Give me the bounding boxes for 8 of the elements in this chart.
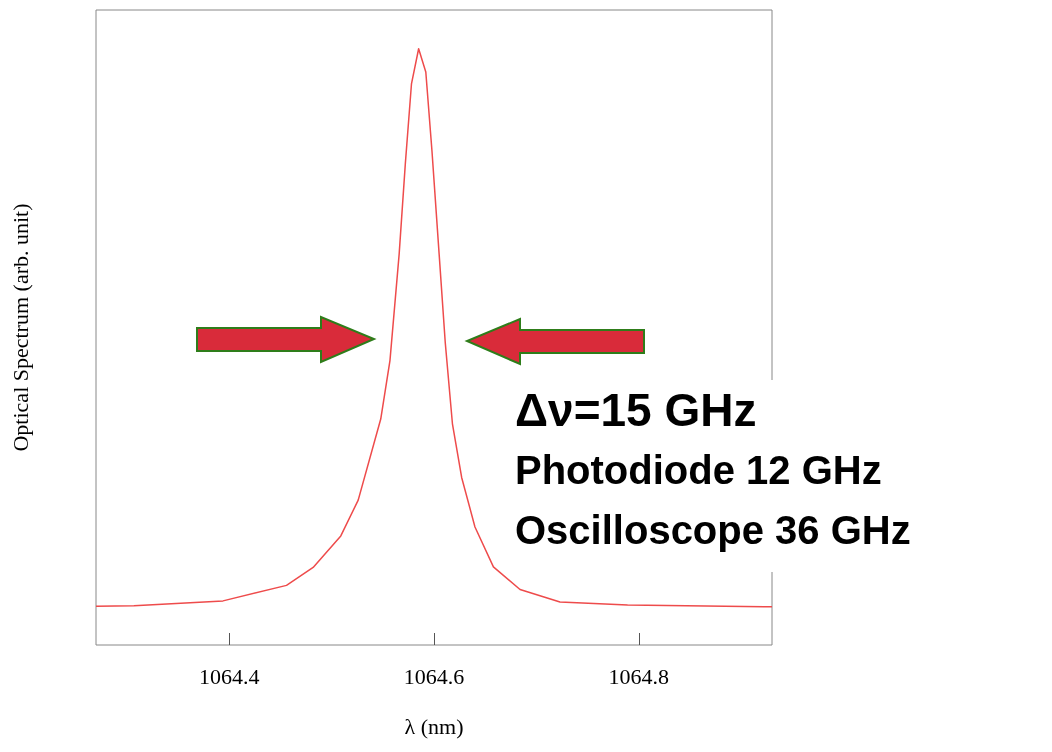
y-axis-title: Optical Spectrum (arb. unit) — [7, 203, 33, 452]
x-axis-title: λ (nm) — [404, 713, 464, 739]
annotation: Oscilloscope 36 GHz — [515, 507, 911, 554]
x-tick-label: 1064.8 — [608, 663, 670, 689]
annotation: Photodiode 12 GHz — [515, 447, 883, 494]
x-tick-label: 1064.4 — [198, 663, 260, 689]
annotation: Δν=15 GHz — [515, 383, 758, 438]
x-tick-label: 1064.6 — [403, 663, 465, 689]
